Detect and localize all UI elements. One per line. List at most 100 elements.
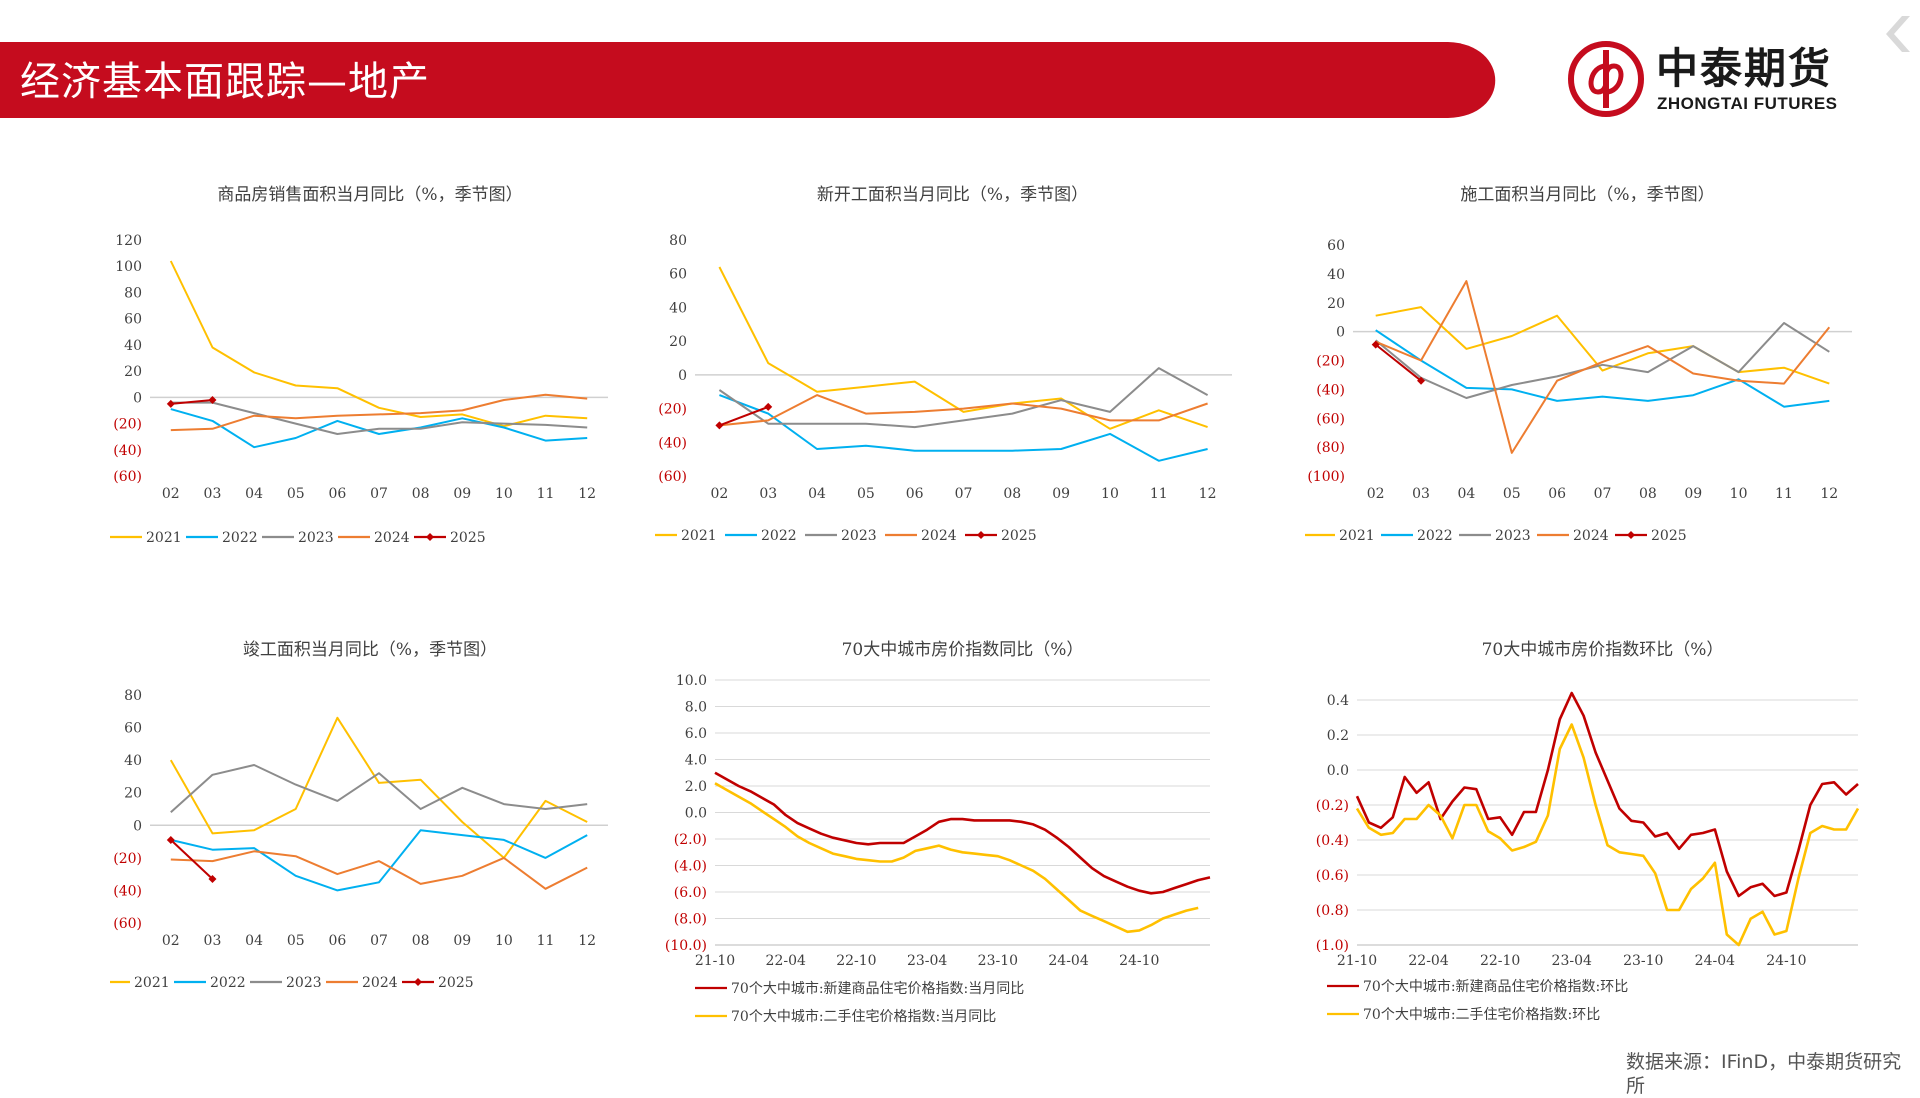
legend-item: 2021 xyxy=(655,528,717,544)
x-tick-label: 12 xyxy=(1820,486,1838,502)
series-line-70 xyxy=(1355,723,1860,947)
legend-marker xyxy=(414,978,422,986)
series-line-70 xyxy=(714,782,1199,934)
legend-label: 2021 xyxy=(1339,528,1375,544)
x-tick-label: 04 xyxy=(808,486,826,502)
y-tick-label: (40) xyxy=(1316,382,1345,398)
y-tick-label: (4.0) xyxy=(674,859,707,875)
x-tick-label: 08 xyxy=(412,933,430,949)
series-line-2022 xyxy=(1375,329,1830,408)
legend-label: 2022 xyxy=(1417,528,1453,544)
y-tick-label: (20) xyxy=(1316,354,1345,370)
x-tick-label: 11 xyxy=(1775,486,1793,502)
legend-item: 70个大中城市:新建商品住宅价格指数:当月同比 xyxy=(695,980,1024,997)
chart-title: 70大中城市房价指数同比（%） xyxy=(842,640,1084,660)
series-point-2025 xyxy=(208,395,217,404)
y-tick-label: 0 xyxy=(678,368,687,384)
y-tick-label: (100) xyxy=(1307,469,1345,485)
x-tick-label: 23-10 xyxy=(978,953,1018,969)
chart-title: 竣工面积当月同比（%，季节图） xyxy=(243,640,497,660)
y-tick-label: 120 xyxy=(115,233,142,249)
chart-sales-area: 商品房销售面积当月同比（%，季节图） 120 100 80 60 40 20 0 (20) (40… xyxy=(110,185,608,546)
x-tick-label: 04 xyxy=(245,933,263,949)
y-tick-label: (40) xyxy=(113,883,142,899)
legend-item: 2022 xyxy=(1381,528,1453,544)
legend-label: 2022 xyxy=(210,975,246,991)
series-point-2025 xyxy=(166,835,175,844)
x-tick-label: 10 xyxy=(1101,486,1119,502)
y-tick-label: (20) xyxy=(113,417,142,433)
chart-price-yoy: 70大中城市房价指数同比（%） 10.0 8.0 6.0 4.0 2.0 0.0 (2.0) (… xyxy=(665,640,1211,1025)
x-tick-label: 03 xyxy=(204,933,222,949)
y-tick-label: 60 xyxy=(669,267,687,283)
logo-mark-icon xyxy=(1568,41,1644,117)
x-tick-label: 23-10 xyxy=(1623,953,1663,969)
x-tick-label: 12 xyxy=(578,486,596,502)
x-tick-label: 21-10 xyxy=(695,953,735,969)
y-tick-label: 6.0 xyxy=(685,726,707,742)
series-point-2025 xyxy=(764,402,773,411)
series-point-2025 xyxy=(208,875,217,884)
x-tick-label: 06 xyxy=(328,933,346,949)
x-tick-label: 04 xyxy=(1457,486,1475,502)
y-tick-label: 40 xyxy=(124,753,142,769)
legend-label: 2021 xyxy=(146,530,182,546)
x-tick-label: 08 xyxy=(1639,486,1657,502)
y-tick-label: 100 xyxy=(115,259,142,275)
legend-label: 2024 xyxy=(921,528,957,544)
legend-label: 2024 xyxy=(1573,528,1609,544)
chart-title: 70大中城市房价指数环比（%） xyxy=(1482,640,1724,660)
legend-item: 70个大中城市:二手住宅价格指数:环比 xyxy=(1327,1006,1600,1023)
series-line-2022 xyxy=(170,408,588,449)
x-tick-label: 09 xyxy=(453,486,471,502)
x-tick-label: 05 xyxy=(857,486,875,502)
y-tick-label: (60) xyxy=(113,469,142,485)
legend-item: 2023 xyxy=(262,530,334,546)
legend-label: 2023 xyxy=(298,530,334,546)
zhongtai-logo xyxy=(1568,41,1644,117)
chart-title: 商品房销售面积当月同比（%，季节图） xyxy=(217,185,522,205)
series-line-2025 xyxy=(719,405,769,427)
y-tick-label: 8.0 xyxy=(685,700,707,716)
x-tick-label: 06 xyxy=(1548,486,1566,502)
y-tick-label: (40) xyxy=(113,443,142,459)
x-tick-label: 04 xyxy=(245,486,263,502)
y-tick-label: (0.2) xyxy=(1316,798,1349,814)
x-tick-label: 24-04 xyxy=(1695,953,1735,969)
x-tick-label: 11 xyxy=(537,486,555,502)
y-tick-label: 60 xyxy=(124,721,142,737)
series-point-2025 xyxy=(1371,340,1380,349)
x-tick-label: 10 xyxy=(495,486,513,502)
x-tick-label: 09 xyxy=(453,933,471,949)
legend-label: 2023 xyxy=(286,975,322,991)
x-tick-label: 09 xyxy=(1052,486,1070,502)
y-tick-label: 0 xyxy=(133,390,142,406)
legend-item: 2023 xyxy=(1459,528,1531,544)
y-tick-label: (1.0) xyxy=(1316,938,1349,954)
x-tick-label: 08 xyxy=(412,486,430,502)
y-tick-label: 20 xyxy=(1327,296,1345,312)
chart-completions: 竣工面积当月同比（%，季节图） 80 60 40 20 0 (20) (40) (60) 02 03… xyxy=(110,640,608,991)
legend-item: 2024 xyxy=(1537,528,1609,544)
x-tick-label: 22-10 xyxy=(836,953,876,969)
x-tick-label: 21-10 xyxy=(1337,953,1377,969)
legend-item: 2021 xyxy=(1305,528,1375,544)
legend-label: 2022 xyxy=(222,530,258,546)
series-point-2025 xyxy=(715,421,724,430)
legend-item: 2025 xyxy=(1615,528,1687,544)
y-tick-label: (0.6) xyxy=(1316,868,1349,884)
x-tick-label: 09 xyxy=(1684,486,1702,502)
legend-item: 70个大中城市:二手住宅价格指数:当月同比 xyxy=(695,1008,996,1025)
x-tick-label: 12 xyxy=(1199,486,1217,502)
x-tick-label: 24-10 xyxy=(1766,953,1806,969)
legend-label: 2025 xyxy=(1001,528,1037,544)
series-line-2025 xyxy=(1375,343,1422,382)
series-line-2023 xyxy=(718,367,1209,429)
x-tick-label: 24-04 xyxy=(1048,953,1088,969)
series-line-2021 xyxy=(169,260,588,428)
y-tick-label: (60) xyxy=(1316,411,1345,427)
legend-label: 2023 xyxy=(1495,528,1531,544)
legend-label: 2021 xyxy=(681,528,717,544)
legend-label: 2025 xyxy=(1651,528,1687,544)
x-tick-label: 10 xyxy=(1730,486,1748,502)
